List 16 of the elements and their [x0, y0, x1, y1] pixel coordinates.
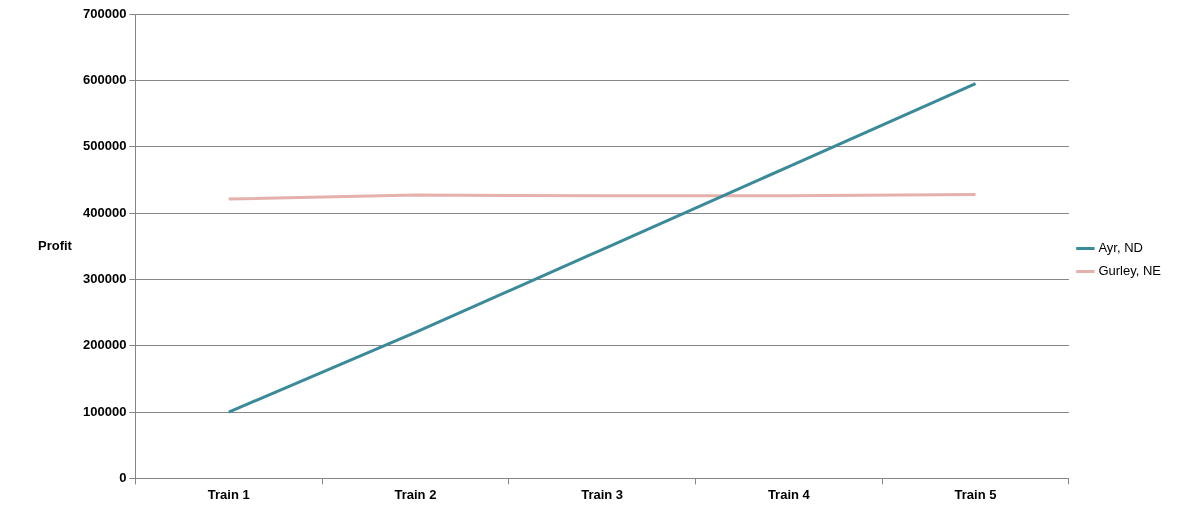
x-tick-label: Train 5: [954, 486, 997, 502]
x-tick-label: Train 2: [394, 486, 437, 502]
y-tick-label: 100000: [82, 403, 127, 419]
y-tick-label: 0: [119, 469, 127, 485]
y-tick-label: 200000: [82, 337, 127, 353]
legend-label: Ayr, ND: [1098, 240, 1143, 256]
x-tick-label: Train 4: [767, 486, 811, 502]
x-tick-label: Train 1: [207, 486, 250, 502]
legend-label: Gurley, NE: [1098, 263, 1162, 279]
y-axis-title: Profit: [38, 237, 73, 253]
y-tick-label: 300000: [82, 270, 127, 286]
y-tick-label: 700000: [82, 5, 127, 21]
x-tick-label: Train 3: [581, 486, 624, 502]
y-tick-label: 500000: [82, 138, 127, 154]
y-tick-label: 600000: [82, 71, 127, 87]
y-tick-label: 400000: [82, 204, 127, 220]
